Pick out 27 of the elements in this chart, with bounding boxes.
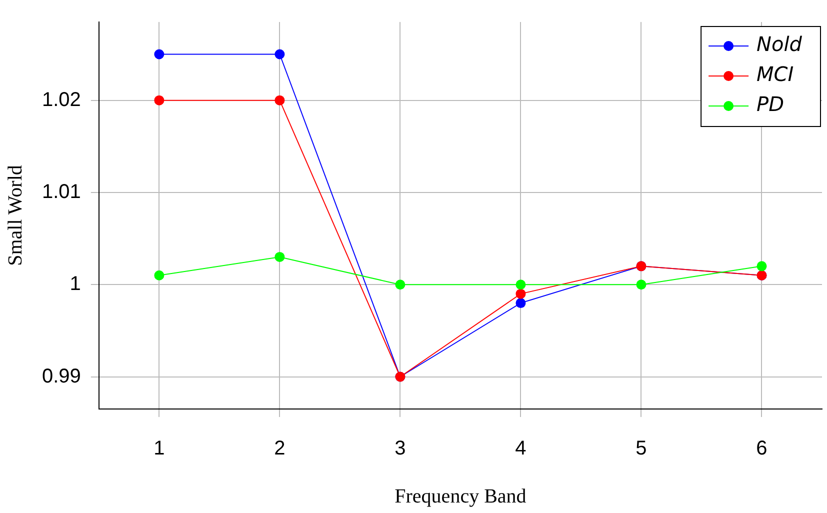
- point: [154, 49, 164, 60]
- y-tick-label: 1.01: [42, 180, 81, 203]
- y-tick-label: 1.02: [42, 88, 81, 111]
- point: [516, 298, 526, 308]
- y-tick-label: 0.99: [42, 365, 81, 388]
- y-axis-title: Small World: [4, 165, 26, 266]
- legend-label: MCI: [756, 62, 794, 86]
- legend-label: Nold: [756, 32, 802, 56]
- point: [274, 252, 285, 262]
- point: [636, 280, 646, 290]
- point: [516, 288, 526, 299]
- point: [274, 95, 285, 106]
- x-tick-label: 1: [154, 438, 165, 460]
- point: [274, 49, 285, 60]
- y-tick-label: 1: [70, 273, 81, 296]
- point: [395, 280, 406, 290]
- x-axis-title: Frequency Band: [394, 485, 526, 508]
- x-tick-label: 5: [636, 438, 647, 460]
- point: [154, 270, 164, 280]
- point: [154, 95, 164, 106]
- x-tick-label: 4: [515, 438, 526, 460]
- point: [516, 280, 526, 290]
- point: [756, 261, 767, 272]
- legend-label: PD: [756, 92, 784, 116]
- x-tick-label: 3: [394, 438, 406, 460]
- x-tick-label: 6: [756, 438, 768, 460]
- x-tick-label: 2: [274, 438, 286, 460]
